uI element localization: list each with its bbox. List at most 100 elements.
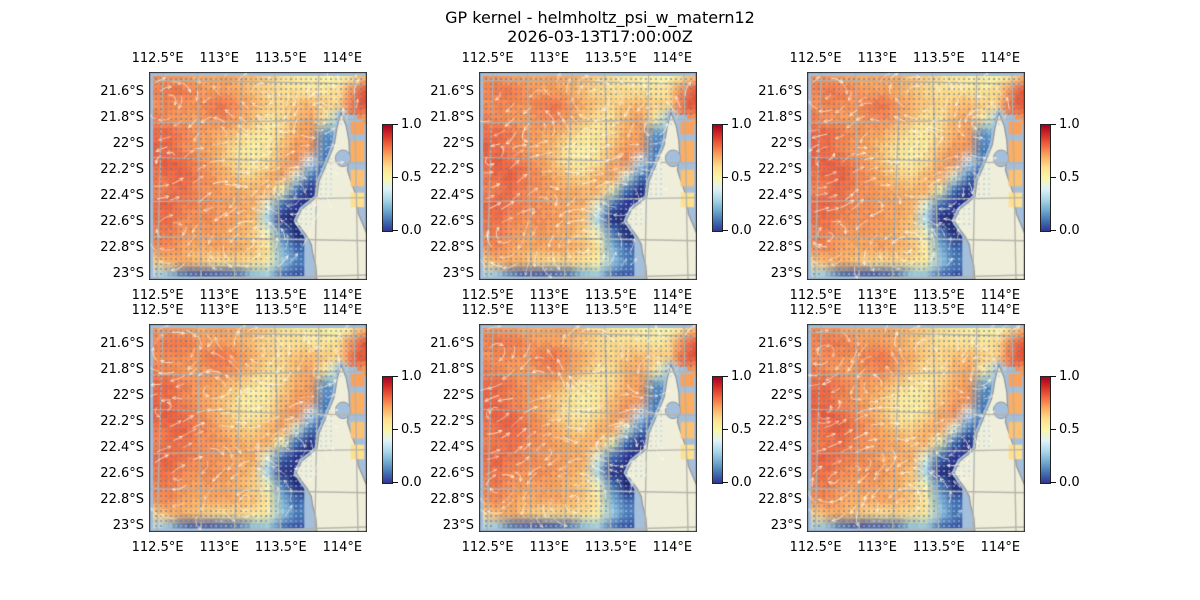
y-tick-label: 22.6°S <box>430 213 474 229</box>
x-tick-label: 113.5°E <box>584 51 637 66</box>
colorbar-tick <box>1050 375 1056 377</box>
x-tick-label: 113.5°E <box>254 303 307 318</box>
colorbar-tick <box>392 375 398 377</box>
x-tick-label: 113.5°E <box>254 288 307 303</box>
map-canvas <box>807 72 1025 280</box>
y-tick-label: 23°S <box>770 517 802 533</box>
x-tick-label: 113°E <box>199 51 239 66</box>
y-tick-label: 22.4°S <box>758 439 802 455</box>
y-tick-label: 21.8°S <box>100 361 144 377</box>
y-tick-label: 23°S <box>770 265 802 281</box>
subplot-panel: 112.5°E 112.5°E 113°E 113°E 113.5°E 113.5°E 11… <box>100 52 421 302</box>
y-tick-label: 22.8°S <box>100 491 144 507</box>
colorbar-tick <box>392 481 398 483</box>
map-canvas <box>479 72 697 280</box>
y-tick-label: 22.4°S <box>430 187 474 203</box>
colorbar-tick-label: 0.0 <box>1059 474 1080 490</box>
colorbar-tick-label: 0.5 <box>1059 169 1080 185</box>
y-tick-label: 22.2°S <box>758 161 802 177</box>
colorbar: 1.0 0.5 0.0 <box>1040 118 1080 237</box>
y-tick-label: 23°S <box>112 265 144 281</box>
y-tick-label: 23°S <box>442 265 474 281</box>
y-tick-label: 23°S <box>442 517 474 533</box>
y-tick-label: 21.6°S <box>758 83 802 99</box>
x-tick-label: 114°E <box>652 303 693 318</box>
colorbar-tick <box>722 123 728 125</box>
x-tick-label: 113°E <box>199 540 239 555</box>
x-tick-label: 113.5°E <box>912 540 965 555</box>
y-tick-label: 22.8°S <box>758 491 802 507</box>
colorbar-tick-label: 1.0 <box>1059 368 1080 384</box>
figure-title: GP kernel - helmholtz_psi_w_matern12 <box>445 8 755 27</box>
subplot-panel: 112.5°E 112.5°E 113°E 113°E 113.5°E 113.5°E 11… <box>430 52 751 302</box>
y-tick-label: 22°S <box>770 387 802 403</box>
colorbar-tick <box>1050 428 1056 430</box>
y-tick-label: 21.8°S <box>430 109 474 125</box>
x-tick-label: 113°E <box>529 303 569 318</box>
colorbar-tick <box>722 428 728 430</box>
x-tick-label: 113°E <box>529 288 569 303</box>
y-tick-label: 22.4°S <box>430 439 474 455</box>
x-tick-label: 114°E <box>322 540 363 555</box>
colorbar-tick <box>392 123 398 125</box>
colorbar-tick <box>1050 481 1056 483</box>
colorbar-tick <box>392 229 398 231</box>
y-tick-label: 22°S <box>442 135 474 151</box>
colorbar-tick-label: 0.0 <box>401 474 422 490</box>
y-tick-label: 21.8°S <box>430 361 474 377</box>
colorbar: 1.0 0.5 0.0 <box>382 370 422 489</box>
x-tick-label: 113°E <box>529 540 569 555</box>
x-tick-label: 112.5°E <box>461 540 514 555</box>
x-tick-label: 114°E <box>980 288 1021 303</box>
x-tick-label: 114°E <box>322 303 363 318</box>
colorbar-tick-label: 0.5 <box>731 169 752 185</box>
x-tick-label: 112.5°E <box>461 303 514 318</box>
y-tick-label: 21.6°S <box>430 83 474 99</box>
x-tick-label: 112.5°E <box>131 51 184 66</box>
y-tick-label: 22.6°S <box>100 465 144 481</box>
x-tick-label: 113°E <box>857 288 897 303</box>
y-tick-label: 21.6°S <box>758 335 802 351</box>
colorbar-gradient <box>382 376 393 484</box>
x-tick-label: 113°E <box>529 51 569 66</box>
colorbar-gradient <box>1040 376 1051 484</box>
x-tick-label: 113°E <box>857 51 897 66</box>
y-tick-label: 22°S <box>112 135 144 151</box>
x-tick-label: 113.5°E <box>912 51 965 66</box>
x-tick-label: 114°E <box>652 51 693 66</box>
x-tick-label: 114°E <box>322 51 363 66</box>
x-tick-label: 113°E <box>199 303 239 318</box>
colorbar-gradient <box>1040 124 1051 232</box>
colorbar-tick <box>722 481 728 483</box>
y-tick-label: 21.8°S <box>758 109 802 125</box>
subplot-panel: 112.5°E 112.5°E 113°E 113°E 113.5°E 113.5°E 11… <box>430 304 751 554</box>
colorbar-gradient <box>712 124 723 232</box>
x-tick-label: 114°E <box>980 540 1021 555</box>
colorbar: 1.0 0.5 0.0 <box>382 118 422 237</box>
colorbar-tick-label: 0.0 <box>731 474 752 490</box>
x-tick-label: 113.5°E <box>584 303 637 318</box>
x-tick-label: 113.5°E <box>584 540 637 555</box>
colorbar-gradient <box>382 124 393 232</box>
colorbar-tick-label: 0.5 <box>401 169 422 185</box>
x-tick-label: 112.5°E <box>789 288 842 303</box>
x-tick-label: 113.5°E <box>254 540 307 555</box>
y-tick-label: 21.8°S <box>758 361 802 377</box>
y-tick-label: 22°S <box>442 387 474 403</box>
x-tick-label: 112.5°E <box>789 303 842 318</box>
colorbar-tick-label: 1.0 <box>731 368 752 384</box>
colorbar-tick <box>722 229 728 231</box>
colorbar-tick <box>1050 229 1056 231</box>
x-tick-label: 112.5°E <box>461 51 514 66</box>
y-tick-label: 22.2°S <box>758 413 802 429</box>
x-tick-label: 112.5°E <box>789 51 842 66</box>
x-tick-label: 112.5°E <box>131 540 184 555</box>
x-tick-label: 114°E <box>652 288 693 303</box>
colorbar-tick-label: 1.0 <box>401 368 422 384</box>
y-tick-label: 22.8°S <box>430 239 474 255</box>
x-tick-label: 113°E <box>857 540 897 555</box>
x-tick-label: 113.5°E <box>912 303 965 318</box>
colorbar: 1.0 0.5 0.0 <box>1040 370 1080 489</box>
colorbar-tick-label: 0.0 <box>1059 222 1080 238</box>
